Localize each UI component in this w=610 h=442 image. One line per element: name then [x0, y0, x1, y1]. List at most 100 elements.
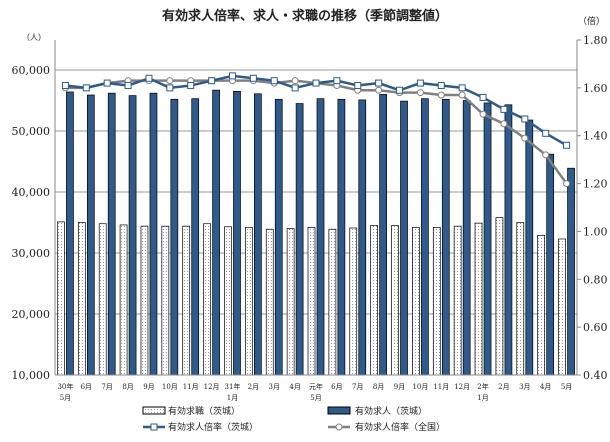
line-national-ratio [65, 79, 568, 185]
bar-job-seekers [412, 227, 420, 376]
x-tick-label: 3月 [269, 383, 280, 391]
right-axis-unit: （倍） [578, 15, 605, 27]
point-ibaraki-ratio [270, 77, 278, 85]
bar-job-seekers [328, 228, 337, 376]
bar-job-seekers [370, 225, 378, 376]
point-ibaraki-ratio [396, 86, 404, 94]
point-ibaraki-ratio [354, 81, 362, 89]
point-ibaraki-ratio [208, 77, 216, 85]
bar-job-openings [295, 103, 304, 376]
x-tick-label: 1月 [477, 394, 488, 402]
left-axis-unit: （人） [22, 33, 46, 42]
point-ibaraki-ratio [82, 84, 90, 92]
point-ibaraki-ratio [521, 115, 529, 123]
x-tick-label: 元年 [309, 382, 323, 391]
x-tick-label: 5月 [60, 394, 71, 402]
x-tick-label: 8月 [122, 383, 133, 391]
x-tick-label: 2月 [248, 383, 259, 391]
point-ibaraki-ratio [437, 81, 445, 89]
point-national-ratio [375, 86, 383, 94]
point-ibaraki-ratio [563, 141, 571, 149]
x-tick-label: 2月 [498, 383, 509, 391]
point-ibaraki-ratio [61, 81, 69, 89]
point-ibaraki-ratio [416, 79, 424, 87]
bar-job-openings [483, 102, 492, 376]
point-national-ratio [416, 89, 424, 97]
x-tick-label: 7月 [101, 383, 112, 391]
legend-swatch-openings [327, 406, 351, 415]
point-ibaraki-ratio [479, 93, 487, 101]
bar-job-openings [191, 98, 200, 376]
bar-job-seekers [182, 225, 191, 376]
bar-job-seekers [245, 227, 253, 376]
point-national-ratio [542, 151, 550, 159]
x-tick-label: 7月 [352, 383, 363, 391]
bar-job-seekers [537, 234, 546, 376]
x-tick-label: 2年 [477, 382, 488, 391]
point-ibaraki-ratio [187, 81, 195, 89]
bar-job-openings [86, 94, 95, 376]
bar-job-seekers [349, 227, 358, 376]
left-tick-label: 40,000 [12, 186, 51, 199]
legend: 有効求職（茨城） 有効求人（茨城） 有効求人倍率（茨城） 有効求人倍率（全国） [142, 405, 445, 433]
right-tick-label: 1.20 [583, 178, 608, 191]
bar-job-openings [316, 98, 325, 376]
bar-job-openings [128, 95, 137, 376]
left-tick-label: 20,000 [12, 308, 51, 321]
left-tick-label: 30,000 [12, 247, 51, 260]
bar-job-openings [337, 98, 346, 376]
x-tick-label: 9月 [394, 383, 405, 391]
bar-job-openings [254, 93, 262, 376]
x-tick-label: 12月 [204, 383, 220, 391]
bar-job-openings [567, 167, 575, 376]
bar-job-openings [233, 90, 241, 376]
bar-job-openings [149, 92, 158, 376]
bar-job-seekers [495, 217, 504, 376]
legend-label-national-ratio: 有効求人倍率（全国） [355, 421, 445, 433]
left-tick-label: 10,000 [12, 369, 51, 382]
x-tick-label: 1月 [227, 394, 238, 402]
x-tick-label: 10月 [412, 383, 428, 391]
point-ibaraki-ratio [166, 84, 174, 92]
point-national-ratio [500, 120, 508, 128]
chart-title: 有効求人倍率、求人・求職の推移（季節調整値） [162, 8, 448, 24]
bar-job-seekers [432, 227, 441, 376]
point-national-ratio [458, 91, 466, 99]
legend-marker-ibaraki [150, 423, 158, 431]
point-ibaraki-ratio [375, 79, 383, 87]
right-tick-label: 0.40 [583, 369, 608, 382]
bar-job-openings [274, 98, 283, 376]
x-tick-label: 6月 [81, 383, 92, 391]
point-ibaraki-ratio [228, 72, 236, 80]
bar-job-openings [504, 104, 513, 376]
point-national-ratio [521, 134, 529, 142]
legend-marker-national [335, 423, 343, 431]
x-tick-label: 5月 [310, 394, 321, 402]
x-tick-label: 9月 [143, 383, 154, 391]
x-tick-label: 3月 [519, 383, 530, 391]
bar-job-seekers [558, 238, 566, 376]
bar-job-seekers [391, 225, 399, 376]
bar-job-openings [379, 94, 387, 376]
bar-job-seekers [203, 223, 211, 376]
bar-job-openings [212, 89, 220, 376]
x-tick-label: 5月 [561, 383, 572, 391]
legend-label-openings: 有効求人（茨城） [355, 405, 427, 417]
x-tick-label: 31年 [225, 382, 241, 391]
bar-job-seekers [286, 228, 295, 376]
point-national-ratio [563, 180, 571, 188]
bar-job-openings [525, 119, 534, 376]
bar-job-seekers [119, 224, 128, 376]
bar-job-seekers [474, 222, 483, 376]
right-tick-label: 1.60 [583, 82, 608, 95]
point-ibaraki-ratio [249, 74, 257, 82]
legend-label-seekers: 有効求職（茨城） [168, 405, 240, 417]
point-ibaraki-ratio [333, 77, 341, 85]
legend-label-ibaraki-ratio: 有効求人倍率（茨城） [168, 421, 258, 433]
bar-job-seekers [57, 221, 65, 376]
bar-job-openings [462, 100, 471, 376]
point-national-ratio [437, 91, 445, 99]
point-ibaraki-ratio [500, 105, 508, 113]
point-national-ratio [479, 110, 487, 118]
x-tick-label: 6月 [331, 383, 342, 391]
